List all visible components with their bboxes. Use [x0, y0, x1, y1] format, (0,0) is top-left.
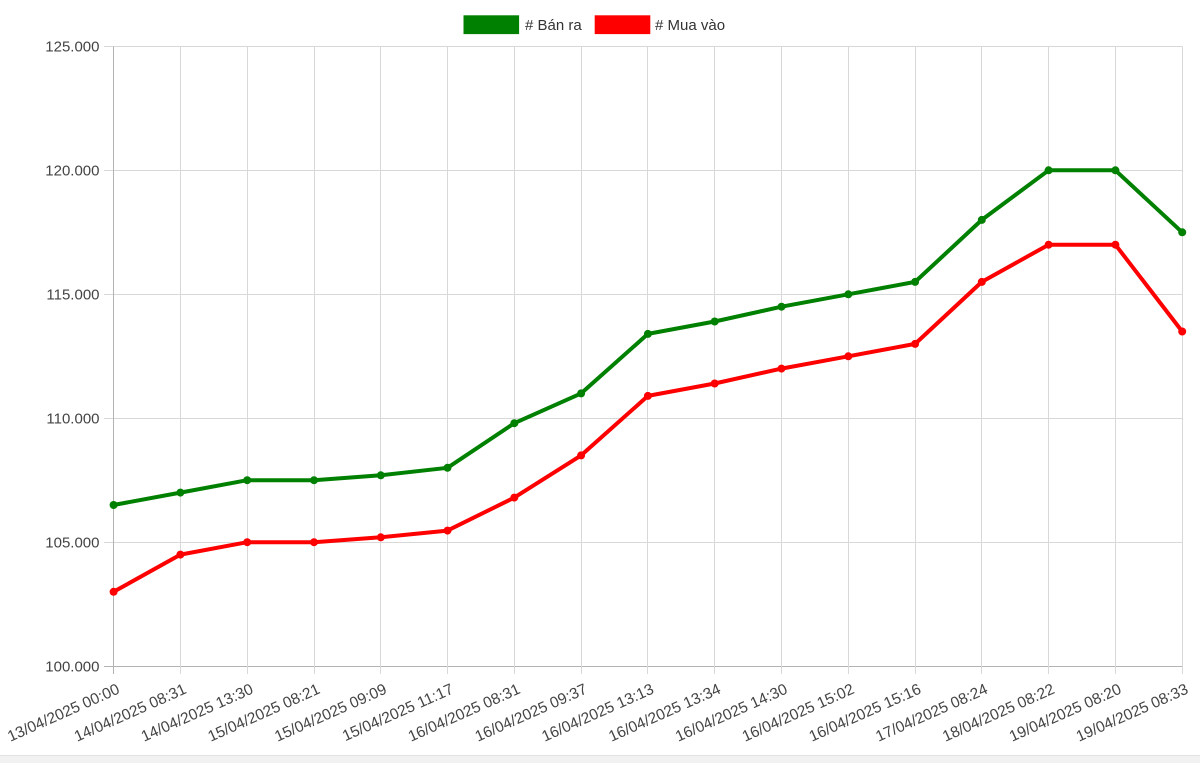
- svg-text:16/04/2025 08:31: 16/04/2025 08:31: [406, 681, 523, 746]
- svg-text:# Mua vào: # Mua vào: [655, 17, 725, 34]
- svg-text:15/04/2025 08:21: 15/04/2025 08:21: [205, 681, 322, 746]
- svg-text:100.000: 100.000: [45, 659, 99, 676]
- svg-text:15/04/2025 11:17: 15/04/2025 11:17: [340, 681, 456, 745]
- svg-text:16/04/2025 13:34: 16/04/2025 13:34: [606, 681, 723, 746]
- svg-text:120.000: 120.000: [45, 163, 99, 180]
- svg-text:15/04/2025 09:09: 15/04/2025 09:09: [272, 681, 389, 746]
- svg-text:19/04/2025 08:33: 19/04/2025 08:33: [1074, 681, 1191, 746]
- svg-text:17/04/2025 08:24: 17/04/2025 08:24: [873, 681, 990, 746]
- svg-text:110.000: 110.000: [46, 411, 99, 428]
- svg-text:16/04/2025 13:13: 16/04/2025 13:13: [539, 681, 656, 746]
- svg-text:16/04/2025 09:37: 16/04/2025 09:37: [473, 681, 590, 746]
- svg-text:105.000: 105.000: [45, 535, 99, 552]
- svg-text:115.000: 115.000: [46, 287, 99, 304]
- svg-text:# Bán ra: # Bán ra: [525, 17, 582, 34]
- svg-text:19/04/2025 08:20: 19/04/2025 08:20: [1007, 681, 1124, 746]
- svg-text:16/04/2025 15:16: 16/04/2025 15:16: [807, 681, 924, 746]
- svg-text:16/04/2025 14:30: 16/04/2025 14:30: [673, 681, 790, 746]
- svg-text:16/04/2025 15:02: 16/04/2025 15:02: [740, 681, 857, 746]
- svg-text:125.000: 125.000: [45, 39, 99, 56]
- svg-text:14/04/2025 08:31: 14/04/2025 08:31: [72, 681, 189, 746]
- svg-text:14/04/2025 13:30: 14/04/2025 13:30: [139, 681, 256, 746]
- svg-text:13/04/2025 00:00: 13/04/2025 00:00: [5, 681, 122, 746]
- svg-text:18/04/2025 08:22: 18/04/2025 08:22: [940, 681, 1057, 746]
